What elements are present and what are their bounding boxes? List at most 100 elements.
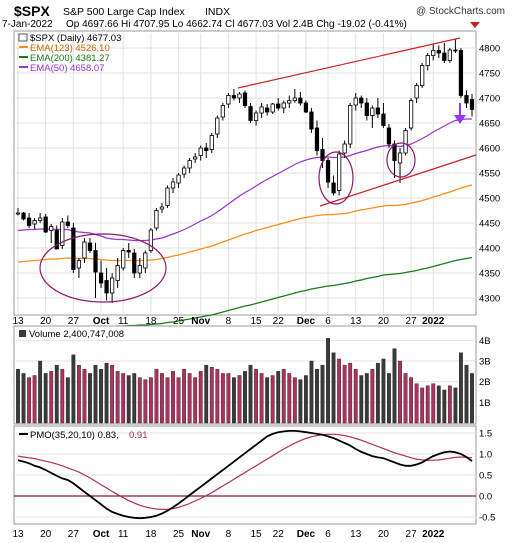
x-tick-label: Nov xyxy=(191,316,210,327)
x-tick-label: 8 xyxy=(226,316,232,327)
candle-body xyxy=(408,100,414,129)
x-tick-label: 22 xyxy=(273,316,285,327)
volume-bar xyxy=(143,379,148,424)
candle-body xyxy=(15,212,21,215)
volume-bar xyxy=(398,360,402,424)
volume-bar xyxy=(215,369,220,424)
candle-body xyxy=(403,130,408,154)
candle-body xyxy=(49,226,54,231)
price-tick-label: 4500 xyxy=(479,194,500,205)
x-tick-label: Dec xyxy=(297,529,316,540)
volume-bar xyxy=(193,377,198,424)
volume-bar xyxy=(198,371,203,424)
candle-body xyxy=(143,252,148,269)
candle-body xyxy=(21,212,26,220)
volume-bar xyxy=(232,377,236,424)
price-tick-label: 4650 xyxy=(479,119,500,130)
volume-bar xyxy=(265,377,270,424)
volume-bar xyxy=(38,360,43,424)
candle-body xyxy=(176,174,181,184)
x-tick-label: 27 xyxy=(406,529,418,540)
volume-bar xyxy=(315,369,319,424)
candle-body xyxy=(265,107,270,113)
x-tick-label: Dec xyxy=(297,316,316,327)
volume-bar xyxy=(49,371,54,424)
pmo-lines xyxy=(17,429,473,520)
x-tick-label: 2022 xyxy=(422,529,445,540)
volume-bar xyxy=(303,375,308,424)
volume-bar xyxy=(431,383,436,424)
candle-body xyxy=(420,65,425,86)
x-tick-label: 15 xyxy=(251,529,263,540)
pmo-signal-line xyxy=(17,433,473,510)
price-tick-label: 4400 xyxy=(479,244,500,255)
volume-bar xyxy=(176,377,181,424)
volume-bar xyxy=(298,379,303,424)
volume-label: Volume 2,400,747,008 xyxy=(29,329,124,340)
volume-legend-swatch xyxy=(19,330,26,337)
candle-body xyxy=(82,241,87,259)
candle-body xyxy=(148,229,153,251)
volume-bar xyxy=(93,364,98,424)
x-tick-label: 27 xyxy=(68,529,80,540)
candle-body xyxy=(71,227,76,270)
volume-bar xyxy=(165,377,170,424)
volume-bar xyxy=(71,354,76,424)
candle-body xyxy=(115,265,120,281)
spx-legend-swatch xyxy=(18,33,28,42)
candle-body xyxy=(331,182,336,194)
volume-bar xyxy=(43,373,48,424)
volume-bar xyxy=(370,369,375,424)
x-tick-label: 20 xyxy=(378,316,390,327)
pmo-line xyxy=(17,429,473,520)
candle-body xyxy=(270,103,275,113)
pmo-panel: PMO(35,20,10) 0.83, 0.91 -0.5 0.0 0.5 1.0 1.… xyxy=(13,425,495,525)
candle-body xyxy=(353,97,358,106)
candle-body xyxy=(165,187,170,206)
candle-body xyxy=(209,135,214,150)
volume-bar xyxy=(425,385,430,424)
candle-body xyxy=(370,107,375,116)
candle-body xyxy=(126,250,131,253)
candle-body xyxy=(98,272,104,284)
volume-bar xyxy=(88,373,92,424)
source-label: @ StockCharts.com xyxy=(416,6,505,17)
candle-body xyxy=(392,143,397,161)
candle-body xyxy=(137,265,142,274)
pmo-tick-label: -0.5 xyxy=(479,512,495,523)
volume-bar xyxy=(403,373,408,424)
pmo-tick-label: 1.5 xyxy=(479,429,492,440)
volume-bar xyxy=(187,373,192,424)
x-tick-label: 2022 xyxy=(422,316,445,327)
volume-bar xyxy=(259,373,264,424)
volume-bar xyxy=(348,362,353,424)
volume-tick-label: 4B xyxy=(479,336,491,347)
volume-bar xyxy=(154,369,159,424)
price-tick-label: 4550 xyxy=(479,169,500,180)
candle-body xyxy=(170,181,176,189)
x-axis-price: 13 20 27 Oct 11 18 25 Nov 8 15 22 Dec 6 13 20 27 2022 xyxy=(12,316,444,327)
price-tick-label: 4350 xyxy=(479,269,500,280)
volume-bar xyxy=(182,369,187,424)
candle-body xyxy=(220,105,225,118)
price-tick-label: 4800 xyxy=(479,44,500,55)
volume-bar xyxy=(331,352,336,424)
volume-bar xyxy=(381,358,386,424)
volume-bar xyxy=(248,364,253,424)
ema123-legend: EMA(123) 4526.10 xyxy=(30,43,110,54)
lower-trendline xyxy=(319,154,477,207)
candle-body xyxy=(237,93,242,99)
candle-body xyxy=(425,55,430,66)
candle-body xyxy=(253,112,259,121)
x-tick-label: 20 xyxy=(40,316,52,327)
volume-y-axis: 1B 2B 3B 4B xyxy=(479,336,491,409)
x-tick-label: 18 xyxy=(145,529,157,540)
candle-body xyxy=(38,217,43,221)
candle-body xyxy=(110,277,115,294)
candle-body xyxy=(248,106,253,121)
x-tick-label: Oct xyxy=(93,529,110,540)
volume-bar xyxy=(353,369,358,424)
price-legend: $SPX (Daily) 4677.03 EMA(123) 4526.10 EM… xyxy=(18,33,121,74)
price-tick-label: 4750 xyxy=(479,69,500,80)
candle-body xyxy=(442,52,447,61)
